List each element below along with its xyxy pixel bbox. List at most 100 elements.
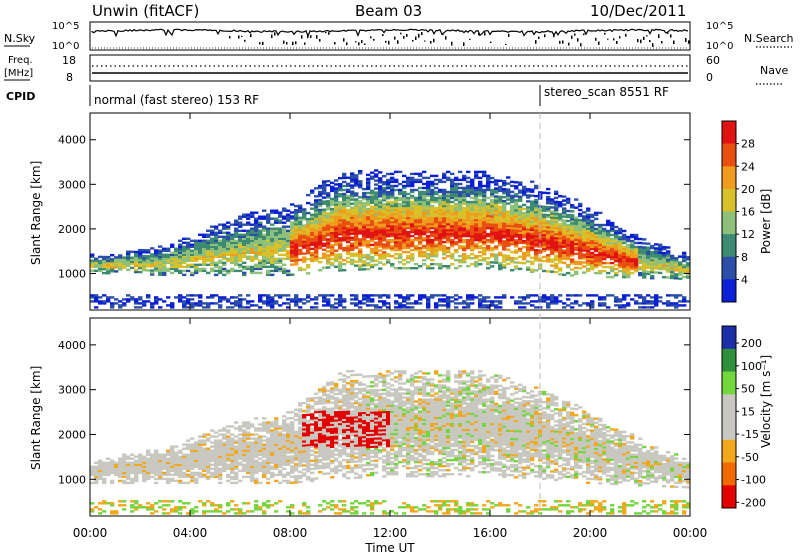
- scatter-cell: [334, 233, 339, 236]
- scatter-cell: [522, 225, 527, 229]
- scatter-cell: [566, 223, 571, 227]
- scatter-cell: [286, 219, 291, 222]
- scatter-cell: [158, 500, 163, 503]
- scatter-cell: [466, 226, 471, 230]
- scatter-cell: [226, 271, 231, 275]
- scatter-cell: [542, 207, 547, 210]
- scatter-cell: [306, 266, 311, 269]
- scatter-cell: [186, 453, 191, 456]
- scatter-cell: [330, 304, 335, 307]
- scatter-cell: [478, 228, 483, 232]
- scatter-cell: [446, 224, 451, 228]
- scatter-cell: [514, 245, 519, 248]
- scatter-cell: [350, 246, 355, 249]
- scatter-cell: [262, 215, 267, 218]
- scatter-cell: [366, 217, 371, 221]
- scatter-cell: [510, 196, 515, 200]
- scatter-cell: [662, 266, 667, 269]
- scatter-cell: [234, 253, 239, 256]
- scatter-cell: [670, 262, 675, 266]
- scatter-cell: [362, 226, 367, 229]
- scatter-cell: [598, 243, 603, 247]
- scatter-cell: [482, 206, 487, 210]
- scatter-cell: [138, 266, 143, 270]
- scatter-cell: [398, 210, 403, 214]
- scatter-cell: [522, 221, 527, 225]
- scatter-cell: [266, 233, 271, 236]
- scatter-cell: [346, 238, 351, 242]
- scatter-cell: [126, 467, 131, 470]
- scatter-cell: [322, 202, 327, 205]
- scatter-cell: [518, 207, 523, 210]
- scatter-cell: [386, 172, 391, 176]
- scatter-cell: [586, 209, 591, 212]
- scatter-cell: [190, 508, 195, 511]
- scatter-cell: [98, 512, 103, 515]
- scatter-cell: [194, 259, 199, 262]
- scatter-cell: [438, 294, 443, 297]
- scatter-cell: [418, 204, 423, 208]
- scatter-cell: [366, 201, 371, 205]
- scatter-cell: [518, 235, 523, 238]
- scatter-cell: [542, 217, 547, 221]
- noise-traces: [91, 28, 690, 49]
- scatter-cell: [418, 186, 423, 190]
- scatter-cell: [358, 252, 363, 255]
- scatter-cell: [654, 263, 659, 266]
- scatter-cell: [410, 253, 415, 256]
- scatter-cell: [454, 216, 459, 220]
- scatter-cell: [486, 208, 491, 212]
- scatter-cell: [294, 209, 299, 212]
- scatter-cell: [382, 231, 387, 234]
- scatter-cell: [522, 207, 527, 211]
- scatter-cell: [454, 190, 459, 194]
- scatter-cell: [478, 224, 483, 228]
- scatter-cell: [142, 267, 147, 270]
- scatter-cell: [146, 269, 151, 272]
- scatter-cell: [402, 212, 407, 216]
- scatter-cell: [374, 223, 379, 226]
- scatter-cell: [146, 261, 151, 264]
- scatter-cell: [438, 216, 443, 220]
- scatter-cell: [378, 185, 383, 188]
- scatter-cell: [442, 224, 447, 228]
- scatter-cell: [250, 271, 255, 275]
- scatter-cell: [566, 225, 571, 229]
- scatter-cell: [378, 306, 383, 309]
- scatter-cell: [222, 429, 227, 432]
- scatter-cell: [606, 221, 611, 225]
- scatter-cell: [374, 201, 379, 204]
- scatter-cell: [538, 191, 543, 194]
- scatter-cell: [466, 214, 471, 218]
- scatter-cell: [190, 259, 195, 262]
- scatter-cell: [170, 251, 175, 254]
- scatter-cell: [414, 212, 419, 216]
- scatter-cell: [654, 251, 659, 254]
- scatter-cell: [266, 269, 271, 273]
- scatter-cell: [250, 245, 255, 248]
- scatter-cell: [678, 265, 683, 268]
- scatter-cell: [630, 259, 635, 263]
- scatter-cell: [578, 240, 583, 244]
- scatter-cell: [322, 220, 327, 223]
- scatter-cell: [174, 263, 179, 266]
- scatter-cell: [590, 255, 595, 259]
- scatter-cell: [446, 298, 451, 301]
- scatter-cell: [450, 192, 455, 196]
- scatter-cell: [370, 239, 375, 243]
- scatter-cell: [470, 208, 475, 212]
- scatter-cell: [406, 238, 411, 242]
- scatter-cell: [326, 302, 331, 305]
- scatter-cell: [266, 245, 271, 248]
- scatter-cell: [582, 237, 587, 240]
- scatter-cell: [226, 298, 231, 301]
- scatter-cell: [226, 233, 231, 236]
- scatter-cell: [462, 302, 467, 305]
- scatter-cell: [406, 267, 411, 270]
- scatter-cell: [506, 256, 511, 259]
- scatter-cell: [314, 213, 319, 216]
- scatter-cell: [142, 506, 147, 509]
- scatter-cell: [442, 172, 447, 176]
- scatter-cell: [138, 506, 143, 509]
- scatter-cell: [510, 224, 515, 228]
